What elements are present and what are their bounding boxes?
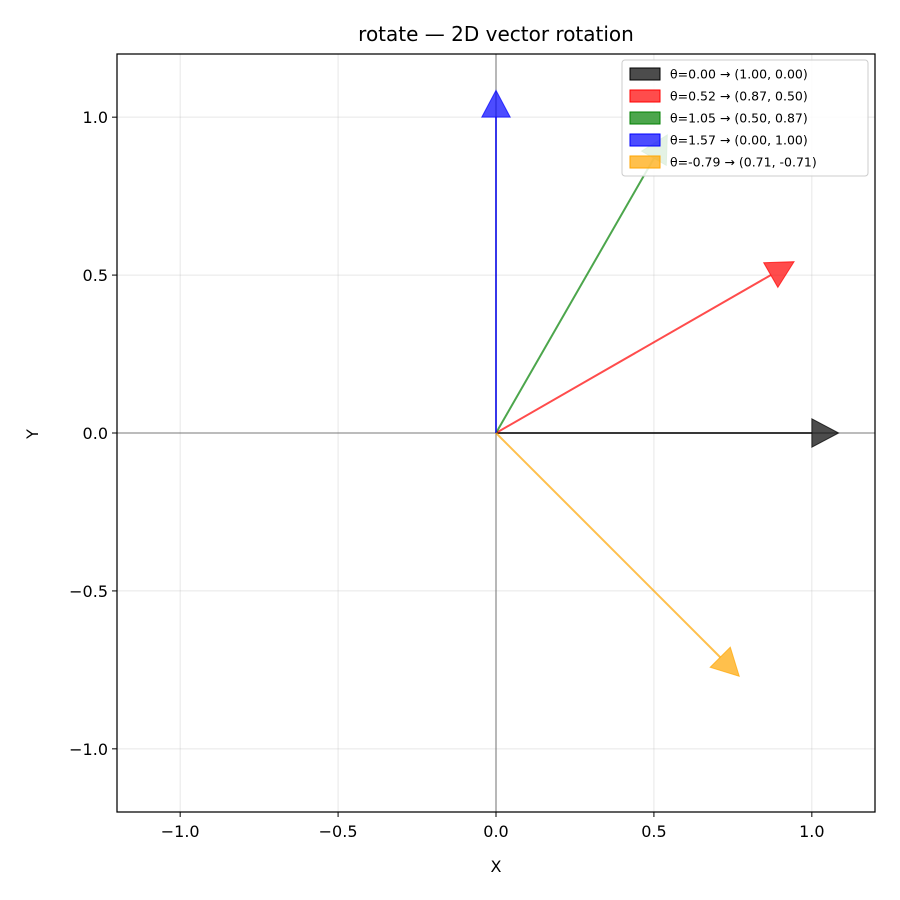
vector-shaft-2 <box>495 157 655 434</box>
vector-shaft-1 <box>495 274 772 434</box>
y-tick-label-3: 0.5 <box>83 266 108 285</box>
chart-title: rotate — 2D vector rotation <box>358 22 634 46</box>
legend-swatch-2 <box>629 111 661 125</box>
vector-shaft-4 <box>495 432 721 658</box>
x-axis-title: X <box>491 857 502 876</box>
x-tick-label-0: −1.0 <box>161 822 200 841</box>
legend-swatch-3 <box>629 133 661 147</box>
legend-label-0: θ=0.00 → (1.00, 0.00) <box>670 67 808 82</box>
x-axis-ticks: −1.0 −0.5 0.0 0.5 1.0 <box>161 812 825 841</box>
legend-label-4: θ=-0.79 → (0.71, -0.71) <box>670 155 817 170</box>
legend-swatch-1 <box>629 89 661 103</box>
legend-swatch-0 <box>629 67 661 81</box>
legend-box <box>621 59 869 177</box>
legend-label-2: θ=1.05 → (0.50, 0.87) <box>670 111 808 126</box>
x-tick-label-4: 1.0 <box>799 822 824 841</box>
legend: θ=0.00 → (1.00, 0.00) θ=0.52 → (0.87, 0.5… <box>621 59 869 177</box>
vector-head-1 <box>762 261 795 289</box>
x-tick-label-3: 0.5 <box>641 822 666 841</box>
y-axis-title: Y <box>23 429 42 440</box>
y-axis-ticks: −1.0 −0.5 0.0 0.5 1.0 <box>69 108 117 759</box>
vector-head-3 <box>480 89 512 118</box>
vector-arrow-3 <box>480 89 512 433</box>
y-tick-label-2: 0.0 <box>83 424 108 443</box>
x-tick-label-2: 0.0 <box>483 822 508 841</box>
x-tick-label-1: −0.5 <box>319 822 358 841</box>
vector-head-4 <box>709 646 740 677</box>
vector-arrow-4 <box>495 432 740 677</box>
legend-label-3: θ=1.57 → (0.00, 1.00) <box>670 133 808 148</box>
legend-swatch-4 <box>629 155 661 169</box>
y-tick-label-1: −0.5 <box>69 582 108 601</box>
vector-arrow-1 <box>495 261 795 434</box>
y-tick-label-0: −1.0 <box>69 740 108 759</box>
vector-head-0 <box>811 417 840 449</box>
y-tick-label-4: 1.0 <box>83 108 108 127</box>
legend-label-1: θ=0.52 → (0.87, 0.50) <box>670 89 808 104</box>
vector-arrow-0 <box>496 417 840 449</box>
